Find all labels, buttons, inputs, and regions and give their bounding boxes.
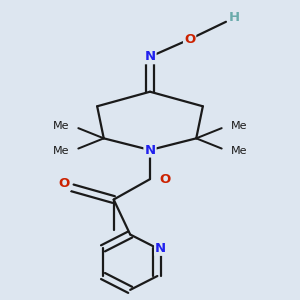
Text: Me: Me [52,146,69,156]
Text: Me: Me [52,121,69,131]
Text: Me: Me [231,121,247,131]
Text: N: N [144,143,156,157]
Text: N: N [144,50,156,63]
Text: O: O [159,172,170,186]
Text: H: H [229,11,240,24]
Text: N: N [155,242,166,255]
Text: O: O [184,33,195,46]
Text: Me: Me [231,146,247,156]
Text: O: O [58,177,70,190]
